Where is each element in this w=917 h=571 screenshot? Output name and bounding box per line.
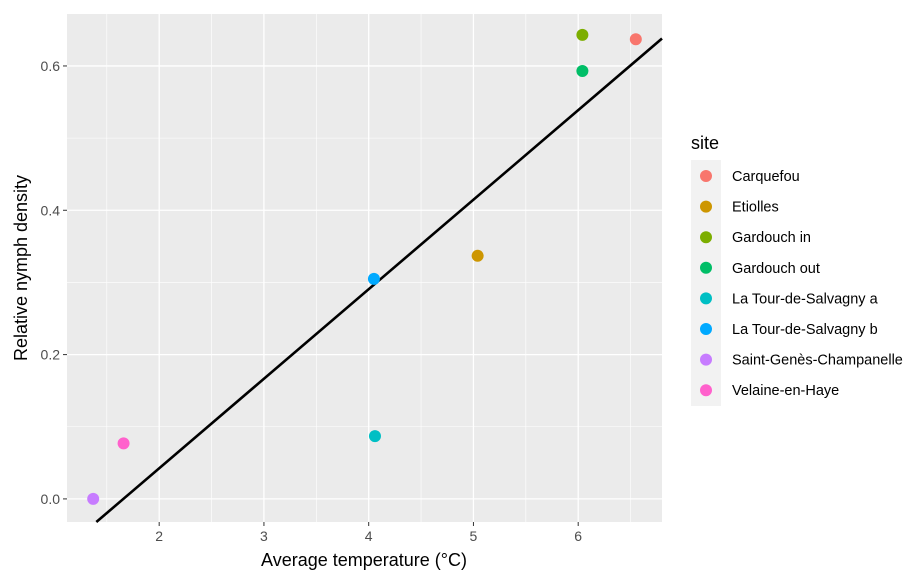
- legend-key: [700, 353, 712, 366]
- x-tick-label: 4: [365, 528, 373, 544]
- x-tick-label: 2: [155, 528, 163, 544]
- data-point: [117, 437, 130, 450]
- legend-label: Gardouch out: [732, 261, 820, 277]
- legend-key: [700, 323, 712, 335]
- data-point: [576, 65, 589, 78]
- data-point: [367, 272, 380, 285]
- legend-key: [700, 384, 712, 397]
- legend-label: Gardouch in: [732, 230, 811, 246]
- y-axis-title: Relative nymph density: [11, 175, 31, 361]
- legend-label: Carquefou: [732, 169, 800, 185]
- x-tick-label: 3: [260, 528, 268, 544]
- legend-items: Carquefou Etiolles Gardouch in Gardouch out…: [700, 169, 903, 399]
- x-tick-label: 5: [470, 528, 478, 544]
- y-tick-label: 0.2: [41, 347, 61, 363]
- legend-label: Saint-Genès-Champanelle: [732, 353, 903, 369]
- major-gridlines: [67, 14, 662, 522]
- legend-label: Etiolles: [732, 200, 779, 216]
- y-tick-label: 0.0: [41, 491, 61, 507]
- legend-key: [700, 261, 712, 274]
- x-axis-title: Average temperature (°C): [261, 550, 467, 570]
- y-tick-label: 0.6: [41, 58, 61, 74]
- legend-key-background: [691, 160, 721, 406]
- legend-key: [700, 170, 712, 182]
- legend: site Carquefou Etiolles Gardouch in Gardouc…: [691, 133, 903, 406]
- data-point: [368, 430, 381, 443]
- minor-gridlines: [67, 14, 662, 522]
- data-point: [576, 28, 589, 41]
- y-tick-label: 0.4: [41, 202, 61, 218]
- legend-key: [700, 200, 712, 213]
- legend-key: [700, 231, 712, 244]
- data-point: [87, 492, 100, 505]
- legend-title: site: [691, 133, 719, 153]
- data-point: [471, 249, 484, 262]
- data-points: [87, 28, 642, 505]
- data-point: [629, 33, 642, 46]
- legend-key: [700, 292, 712, 305]
- legend-label: La Tour-de-Salvagny a: [732, 291, 879, 307]
- y-axis: 0.0 0.2 0.4 0.6: [41, 58, 67, 507]
- x-tick-label: 6: [574, 528, 582, 544]
- legend-label: Velaine-en-Haye: [732, 383, 839, 399]
- plot-panel: [67, 14, 662, 522]
- x-axis: 2 3 4 5 6: [155, 522, 582, 544]
- legend-label: La Tour-de-Salvagny b: [732, 322, 878, 338]
